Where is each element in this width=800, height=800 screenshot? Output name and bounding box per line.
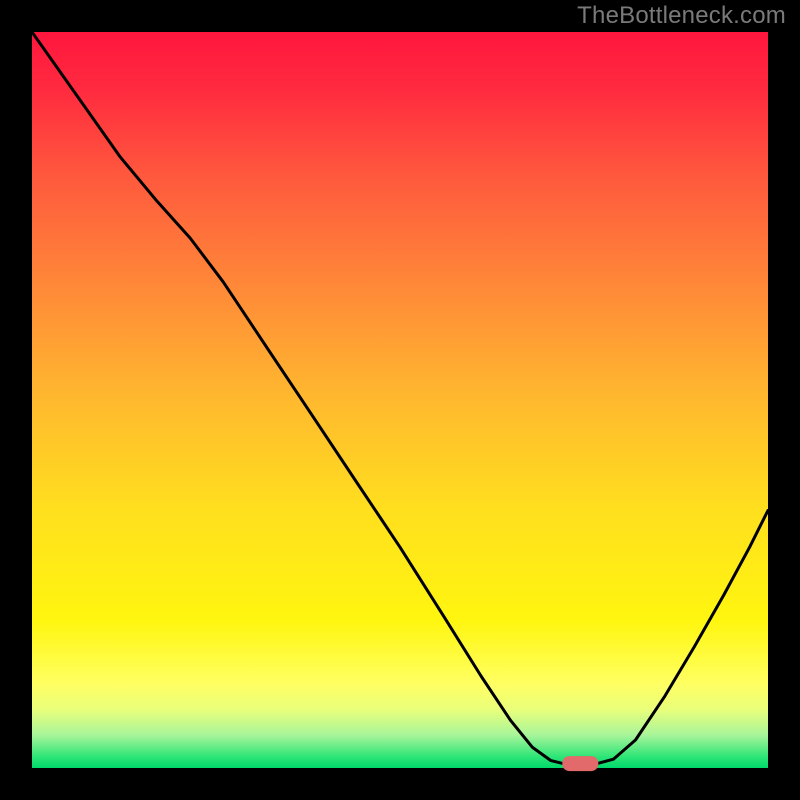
optimal-marker xyxy=(562,756,598,771)
plot-background xyxy=(32,32,768,768)
bottleneck-chart xyxy=(0,0,800,800)
